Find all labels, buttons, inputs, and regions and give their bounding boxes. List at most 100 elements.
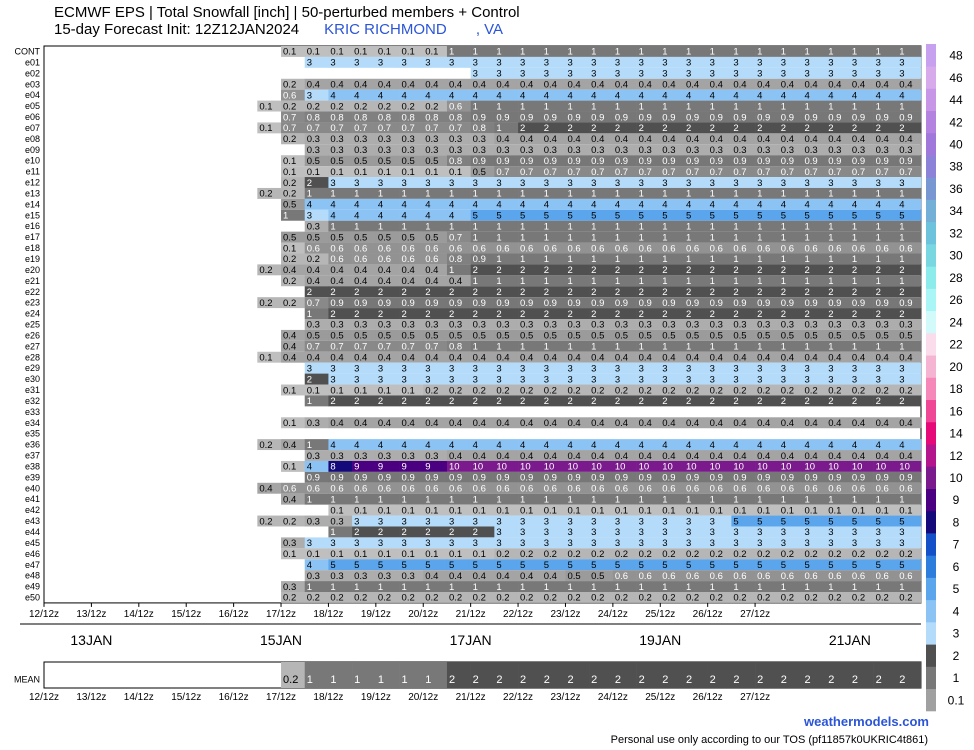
member-e38-cell — [731, 460, 756, 472]
member-e24-value: 2 — [330, 309, 335, 320]
station-label: KRIC RICHMOND , VA — [324, 21, 504, 38]
member-e41-cell — [683, 493, 708, 505]
member-e45-value: 3 — [402, 538, 407, 549]
member-e29-value: 3 — [307, 363, 312, 374]
member-e04-value: 4 — [330, 90, 335, 101]
colorbar-label: 24 — [949, 315, 963, 329]
member-e37-cell — [778, 450, 803, 461]
member-e39-value: 0.9 — [425, 473, 438, 484]
mean-x-tick-label: 26/12z — [693, 692, 723, 703]
member-e38-value: 10 — [567, 462, 578, 473]
member-e21-value: 0.4 — [307, 276, 320, 287]
member-e29-value: 3 — [520, 363, 525, 374]
member-e41-label: e41 — [25, 494, 40, 504]
member-e14-cell — [873, 198, 898, 210]
member-e08-cell — [281, 133, 306, 145]
member-e40-cell — [849, 482, 874, 494]
member-e05-value: 1 — [591, 101, 596, 112]
member-e11-cell — [873, 166, 898, 178]
member-e12-value: 3 — [852, 178, 857, 189]
member-e46-cell — [755, 548, 780, 560]
member-e32-cell — [423, 395, 448, 407]
colorbar-swatch — [926, 199, 936, 223]
member-e27-cell — [897, 340, 922, 352]
member-e20-cell — [731, 264, 756, 276]
member-e18-cell — [612, 242, 637, 254]
member-e48-value: 0.6 — [733, 571, 746, 582]
member-e05-cell — [731, 100, 756, 112]
member-e42-value: 0.1 — [876, 505, 889, 516]
member-e23-value: 0.7 — [307, 298, 320, 309]
member-e42-cell — [873, 504, 898, 516]
member-e31-value: 0.2 — [852, 385, 865, 396]
member-e06-value: 0.9 — [757, 112, 770, 123]
member-e38-value: 0.1 — [283, 462, 296, 473]
member-e42-value: 0.1 — [473, 505, 486, 516]
member-e50-cell — [636, 592, 661, 603]
member-e27-cell — [399, 340, 424, 352]
member-e19-value: 1 — [591, 254, 596, 265]
member-e46-cell — [612, 548, 637, 560]
member-e27-value: 0.7 — [307, 342, 320, 353]
member-e49-cell — [683, 581, 708, 592]
member-e34-value: 0.4 — [781, 418, 794, 429]
member-e23-cell — [589, 297, 614, 309]
member-e07-cell — [897, 122, 922, 134]
member-e04-value: 4 — [520, 90, 525, 101]
member-e46-cell — [589, 548, 614, 560]
member-e39-value: 0.9 — [473, 473, 486, 484]
member-e42-cell — [636, 504, 661, 516]
member-e47-cell — [897, 559, 922, 571]
member-e03-cell — [304, 78, 329, 90]
member-e11-value: 0.5 — [473, 167, 486, 178]
member-e26-cell — [897, 329, 922, 341]
member-e12-cell — [802, 177, 827, 188]
member-e17-cell — [589, 231, 614, 243]
member-e36-cell — [257, 439, 282, 451]
member-e07-value: 2 — [804, 123, 809, 134]
member-e48-cell — [612, 570, 637, 582]
member-e46-value: 0.2 — [899, 549, 912, 560]
member-e22-value: 2 — [899, 287, 904, 298]
member-e20-value: 0.4 — [283, 265, 296, 276]
member-e14-cell — [612, 198, 637, 210]
member-e10-value: 0.9 — [733, 156, 746, 167]
member-e36-cell — [826, 439, 851, 451]
member-e15-cell — [755, 209, 780, 221]
member-e25-value: 0.3 — [639, 320, 652, 331]
member-e44-cell — [446, 526, 471, 538]
member-e39-value: 0.9 — [876, 473, 889, 484]
member-e17-cell — [518, 231, 543, 243]
member-e40-label: e40 — [25, 483, 40, 493]
member-e11-cell — [304, 166, 329, 178]
member-e08-value: 0.4 — [520, 134, 533, 145]
member-e01-cell — [494, 56, 519, 68]
colorbar-swatch — [926, 177, 936, 200]
member-e30-value: 3 — [615, 374, 620, 385]
member-e21-cell — [518, 275, 543, 287]
member-e20-cell — [778, 264, 803, 276]
member-e14-cell — [897, 198, 922, 210]
member-e13-value: 1 — [828, 189, 833, 200]
member-e40-value: 0.6 — [330, 484, 343, 495]
mean-value: 2 — [781, 674, 787, 686]
member-e14-value: 4 — [852, 200, 857, 211]
colorbar-swatch — [926, 377, 936, 401]
member-e25-value: 0.3 — [544, 320, 557, 331]
member-e08-cell — [826, 133, 851, 145]
member-e31-cell — [494, 384, 519, 396]
member-e07-value: 0.7 — [378, 123, 391, 134]
member-e26-cell — [518, 329, 543, 341]
site-credit[interactable]: weathermodels.com — [804, 714, 929, 729]
member-e28-value: 0.4 — [757, 352, 770, 363]
member-e06-value: 0.9 — [496, 112, 509, 123]
member-e25-cell — [636, 319, 661, 330]
member-e05-value: 0.2 — [402, 101, 415, 112]
member-e19-cell — [660, 253, 685, 265]
colorbar-swatch — [926, 533, 936, 556]
member-e28-value: 0.4 — [591, 352, 604, 363]
member-e13-value: 1 — [899, 189, 904, 200]
member-e20-value: 0.4 — [307, 265, 320, 276]
member-e05-cell — [257, 100, 282, 112]
member-e46-cell — [399, 548, 424, 560]
